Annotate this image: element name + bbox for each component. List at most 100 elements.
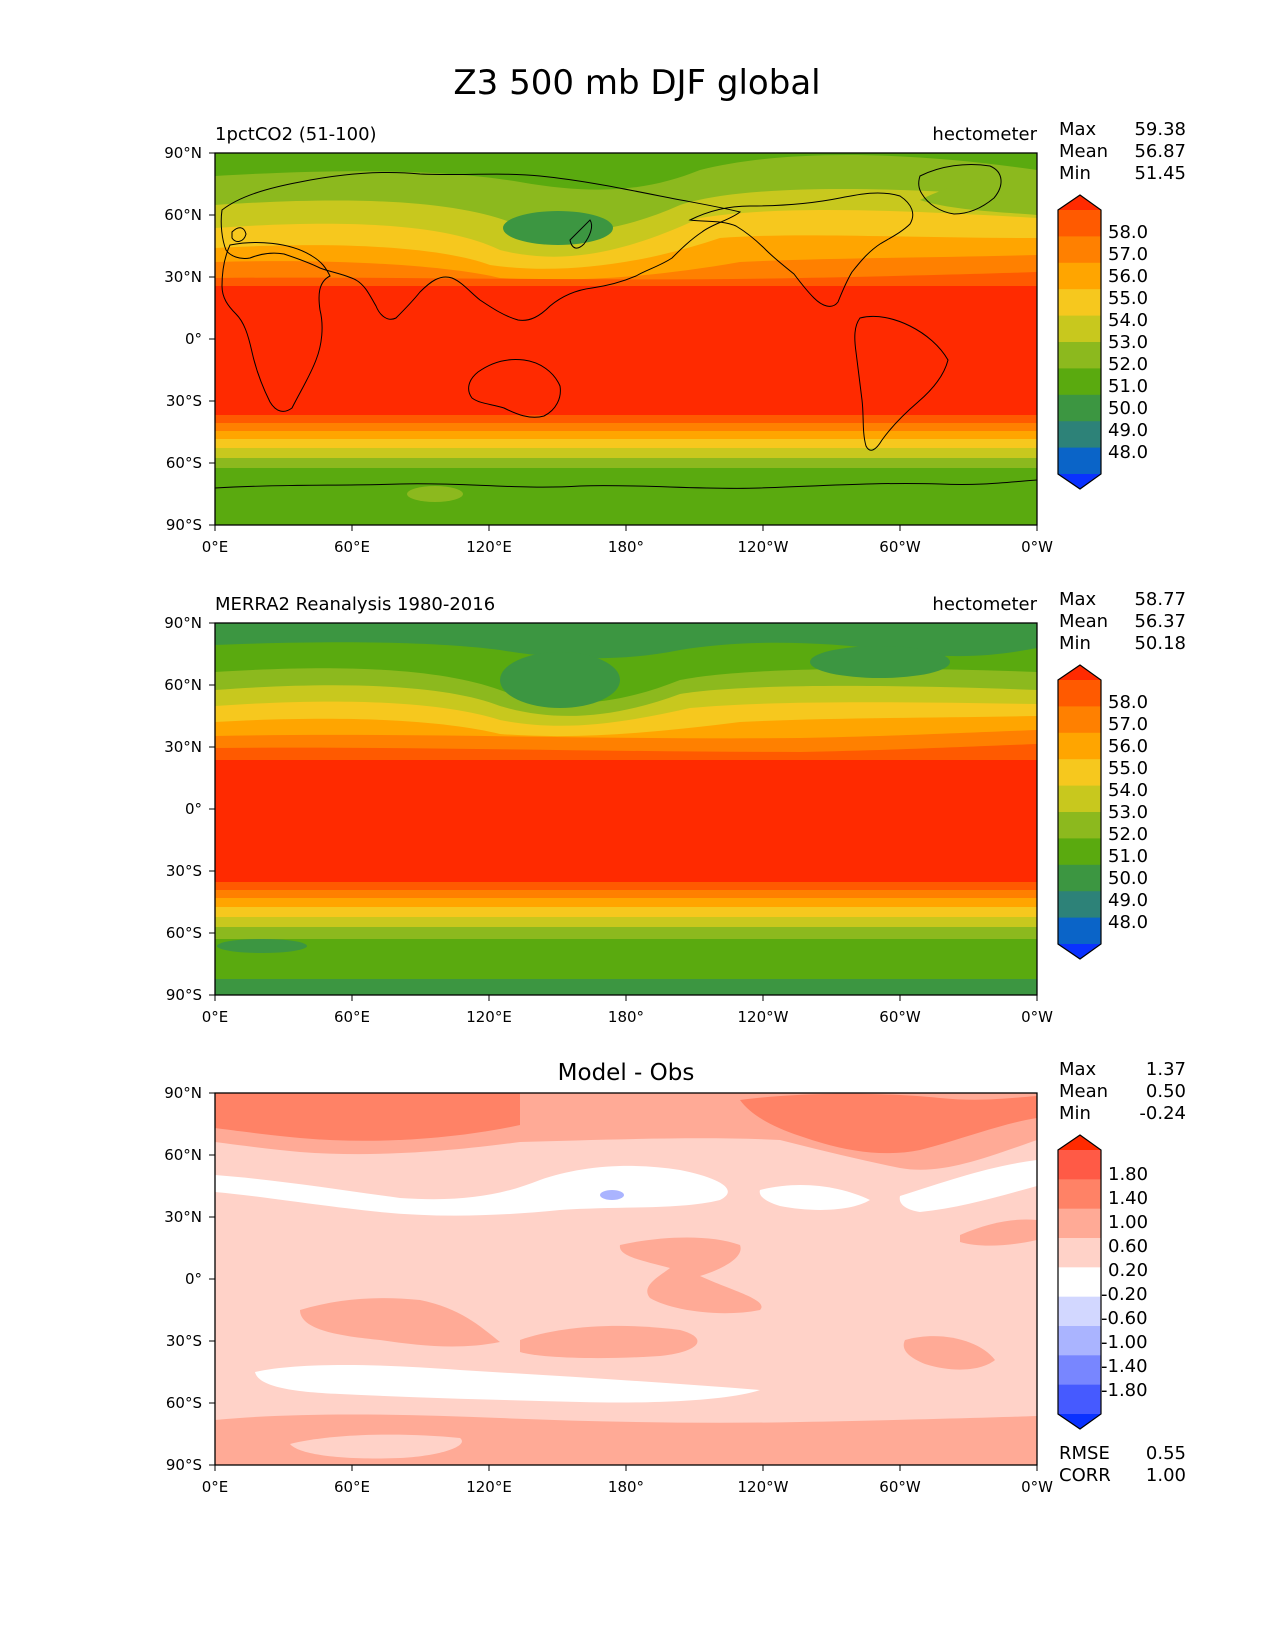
ytick-label: 60°N: [164, 1146, 202, 1164]
stat-value-max: 1.37: [1146, 1059, 1186, 1080]
stat-value-max: 59.38: [1134, 119, 1186, 140]
field-blob: [255, 1365, 760, 1403]
xtick-label: 0°W: [1021, 1478, 1053, 1496]
field-band: [215, 448, 1037, 458]
stat-value-max: 58.77: [1134, 589, 1186, 610]
colorbar-swatch: [1058, 759, 1101, 787]
colorbar-swatch: [1058, 1296, 1101, 1327]
field-blob: [290, 1434, 462, 1459]
colorbar-tick-label: 1.40: [1108, 1188, 1148, 1209]
colorbar-swatch: [1058, 1355, 1101, 1386]
stat-value-corr: 1.00: [1146, 1465, 1186, 1486]
stat-label-max: Max: [1059, 589, 1097, 610]
field-band: [215, 917, 1037, 927]
colorbar: 58.0 57.0 56.0 55.0 54.0 53.0 52.0 51.0 …: [1057, 664, 1148, 960]
field-blob: [903, 1336, 995, 1370]
colorbar-swatch: [1058, 838, 1101, 866]
colorbar-tick-label: 1.00: [1108, 1212, 1148, 1233]
ytick-label: 30°S: [166, 862, 202, 880]
ytick-label: 60°S: [166, 1394, 202, 1412]
panel-title-left: 1pctCO2 (51-100): [215, 124, 377, 145]
field-band: [215, 468, 1037, 525]
colorbar-tick-label: 48.0: [1108, 442, 1148, 463]
ytick-label: 30°N: [164, 1208, 202, 1226]
field-band: [215, 458, 1037, 468]
y-axis: 90°N 60°N 30°N 0° 30°S 60°S 90°S: [164, 614, 215, 1004]
field-blob: [899, 1160, 1037, 1212]
coastlines: [215, 163, 1037, 489]
colorbar-labels: 58.0 57.0 56.0 55.0 54.0 53.0 52.0 51.0 …: [1108, 222, 1148, 463]
xtick-label: 120°E: [466, 1008, 512, 1026]
colorbar-swatch: [1058, 680, 1101, 707]
ytick-label: 90°N: [164, 1084, 202, 1102]
y-axis: 90°N 60°N 30°N 0° 30°S 60°S 90°S: [164, 1084, 215, 1474]
stat-value-min: 51.45: [1134, 163, 1186, 184]
colorbar-swatch: [1058, 394, 1101, 422]
xtick-label: 60°E: [334, 538, 370, 556]
x-axis: 0°E 60°E 120°E 180° 120°W 60°W 0°W: [202, 995, 1053, 1026]
stats-block: Max 1.37 Mean 0.50 Min -0.24: [1059, 1059, 1186, 1124]
colorbar-tick-label: 54.0: [1108, 310, 1148, 331]
colorbar-tick-label: 49.0: [1108, 420, 1148, 441]
colorbar-swatch: [1058, 1414, 1101, 1429]
colorbar-swatch: [1058, 262, 1101, 290]
colorbar-swatch: [1058, 1150, 1101, 1180]
field-band: [215, 927, 1037, 939]
colorbar-swatch: [1058, 421, 1101, 449]
colorbar-tick-label: 49.0: [1108, 890, 1148, 911]
map-field: [215, 153, 1037, 525]
colorbar-swatch: [1058, 210, 1101, 237]
field-band: [215, 286, 1037, 415]
field-band: [215, 760, 1037, 882]
ytick-label: 60°N: [164, 676, 202, 694]
colorbar-outline: [1057, 1134, 1102, 1430]
colorbar-swatch: [1058, 812, 1101, 839]
ytick-label: 90°S: [166, 986, 202, 1004]
panel-units: hectometer: [932, 594, 1037, 615]
colorbar-tick-label: 57.0: [1108, 244, 1148, 265]
stat-label-mean: Mean: [1059, 1081, 1108, 1102]
colorbar-tick-label: 56.0: [1108, 736, 1148, 757]
field-band: [215, 979, 1037, 995]
field-blob: [920, 172, 1037, 215]
xtick-label: 120°E: [466, 538, 512, 556]
ytick-label: 60°S: [166, 924, 202, 942]
xtick-label: 120°W: [738, 1008, 789, 1026]
stat-label-rmse: RMSE: [1059, 1443, 1110, 1464]
colorbar-tick-label: 53.0: [1108, 332, 1148, 353]
field-blob: [759, 1185, 870, 1210]
ytick-label: 0°: [185, 1270, 202, 1288]
colorbar-tick-label: 56.0: [1108, 266, 1148, 287]
coastline-greenland: [918, 163, 1002, 215]
colorbar-swatch: [1058, 785, 1101, 813]
colorbar: 58.0 57.0 56.0 55.0 54.0 53.0 52.0 51.0 …: [1057, 194, 1148, 490]
field-band: [215, 431, 1037, 439]
stat-label-mean: Mean: [1059, 611, 1108, 632]
panel-test: 1pctCO2 (51-100) hectometer: [164, 119, 1186, 556]
xtick-label: 180°: [608, 538, 644, 556]
stat-label-max: Max: [1059, 119, 1097, 140]
xtick-label: 60°E: [334, 1478, 370, 1496]
colorbar-tick-label: 54.0: [1108, 780, 1148, 801]
xtick-label: 0°W: [1021, 538, 1053, 556]
map-field: [215, 623, 1037, 995]
coastline-uk: [231, 227, 247, 242]
colorbar-tick-label: 51.0: [1108, 376, 1148, 397]
colorbar-swatch: [1058, 1179, 1101, 1210]
field-blob: [407, 486, 463, 502]
colorbar-labels: 1.80 1.40 1.00 0.60 0.20 -0.20 -0.60 -1.…: [1101, 1164, 1148, 1401]
ytick-label: 90°S: [166, 516, 202, 534]
xtick-label: 60°W: [879, 538, 921, 556]
colorbar-swatch: [1058, 315, 1101, 343]
stat-value-rmse: 0.55: [1146, 1443, 1186, 1464]
colorbar-swatch: [1058, 447, 1101, 475]
colorbar-swatch: [1058, 289, 1101, 317]
colorbar-swatch: [1058, 474, 1101, 489]
xtick-label: 0°E: [202, 1478, 229, 1496]
field-blob: [810, 646, 950, 678]
colorbar-tick-label: 50.0: [1108, 868, 1148, 889]
stat-value-mean: 0.50: [1146, 1081, 1186, 1102]
colorbar-tick-label: -1.80: [1101, 1380, 1148, 1401]
stat-value-mean: 56.37: [1134, 611, 1186, 632]
colorbar-swatch: [1058, 195, 1101, 210]
